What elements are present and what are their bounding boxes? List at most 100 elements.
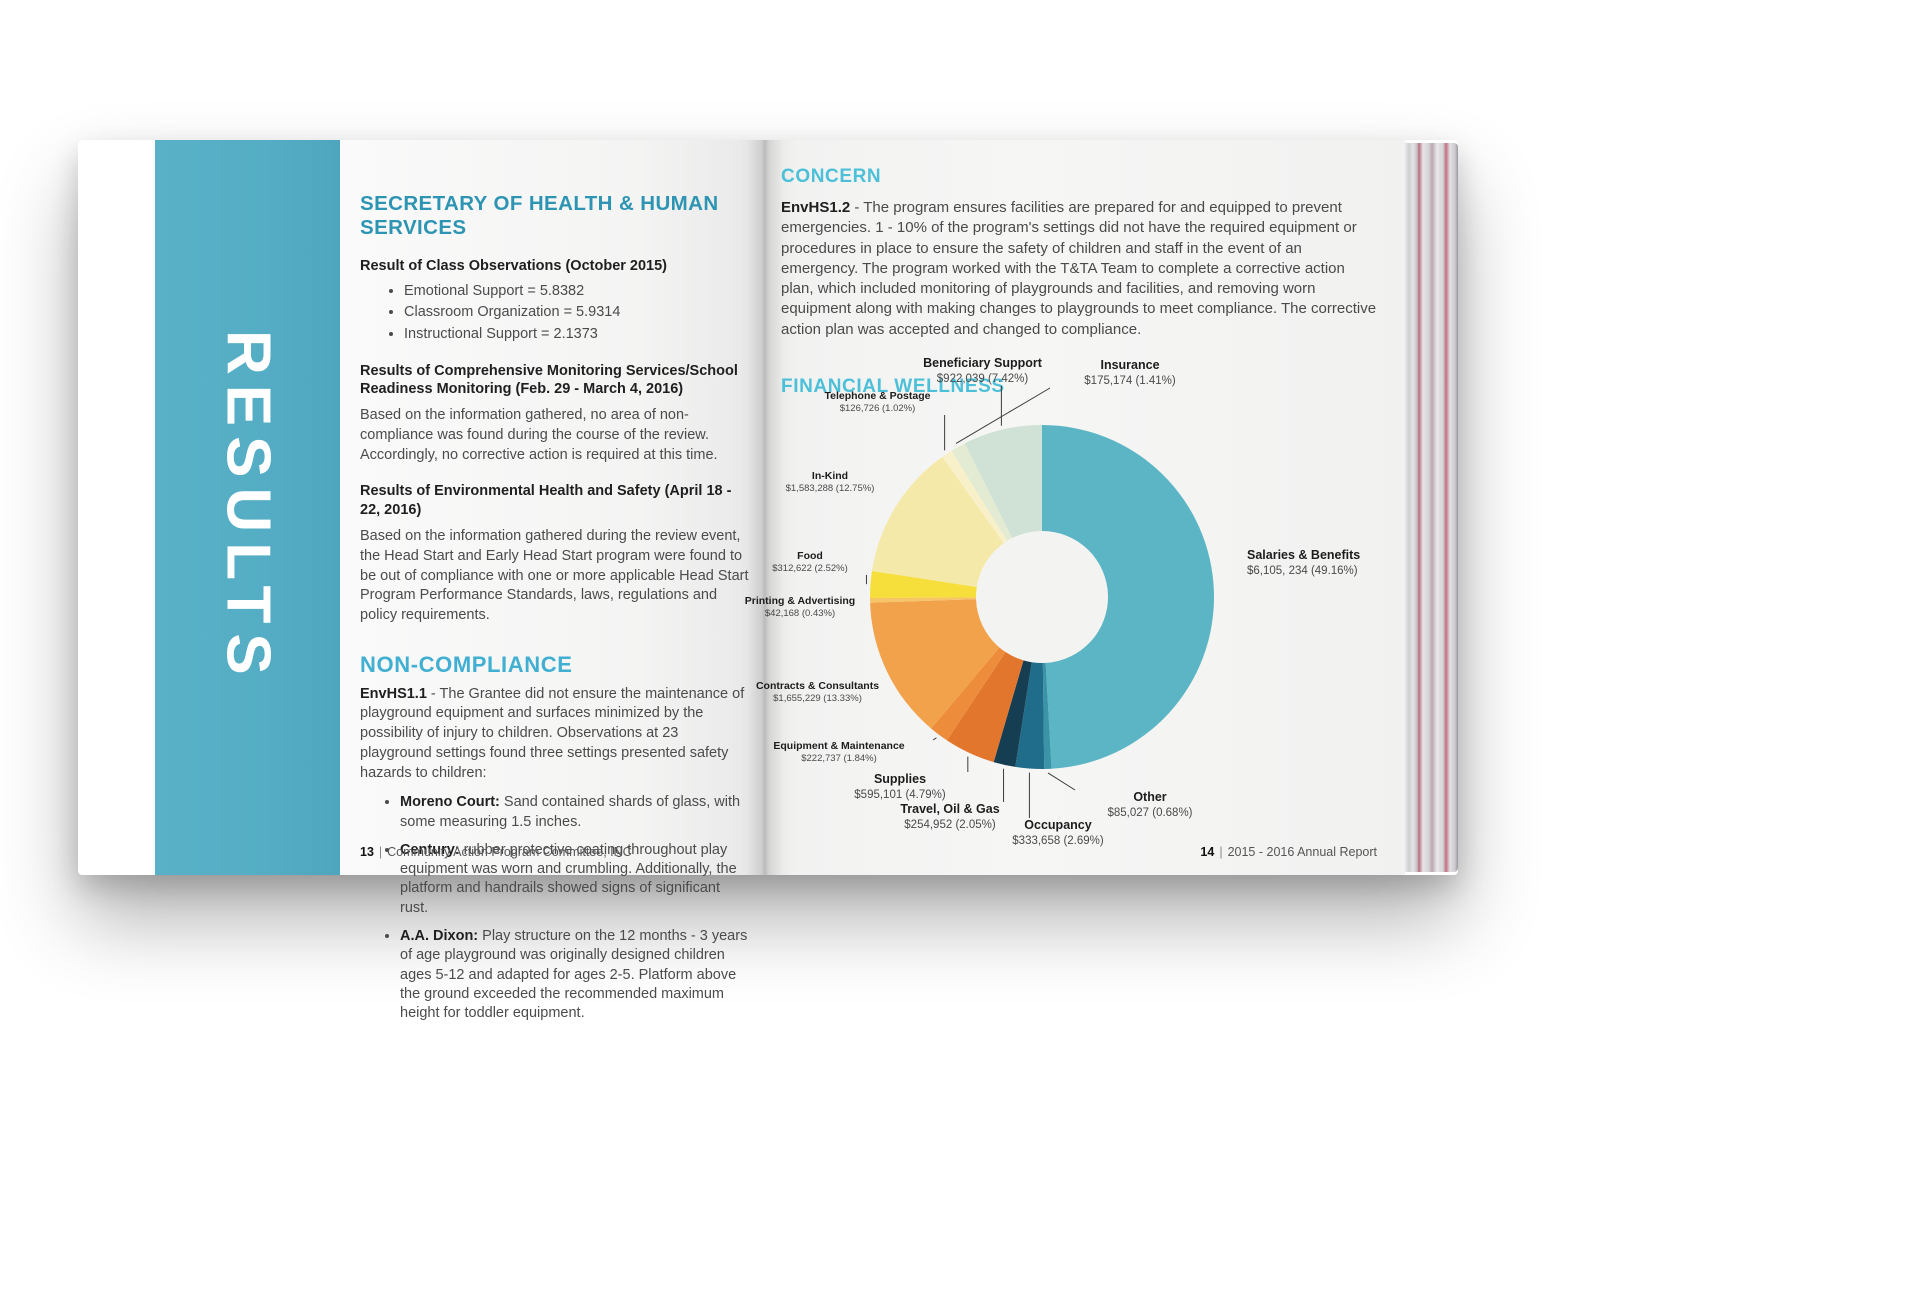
right-page-footer: 14 | 2015 - 2016 Annual Report [1200,845,1377,859]
envhs12-code: EnvHS1.2 [781,199,851,216]
class-observations-list: Emotional Support = 5.8382Classroom Orga… [360,282,751,345]
chart-label-value: $222,737 (1.84%) [801,753,877,765]
chart-label-value: $1,583,288 (12.75%) [785,483,875,495]
chart-label-value: $42,168 (0.43%) [764,608,836,620]
chart-label-name: Insurance [1100,358,1160,372]
chart-label-name: Salaries & Benefits [1247,548,1361,562]
chart-label-equipment-maintenance: Equipment & Maintenance $222,737 (1.84%) [745,740,933,765]
chart-label-name: Printing & Advertising [744,595,856,607]
right-footer-text: 2015 - 2016 Annual Report [1227,845,1377,859]
chart-label-beneficiary-support: Beneficiary Support $922,039 (7.42%) [880,356,1085,386]
chart-label-name: Contracts & Consultants [755,680,880,692]
chart-label-travel-oil-gas: Travel, Oil & Gas $254,952 (2.05%) [870,802,1030,832]
left-page: SECRETARY OF HEALTH & HUMAN SERVICES Res… [340,140,765,1021]
chart-label-contracts-consultants: Contracts & Consultants $1,655,229 (13.33… [730,680,905,705]
results-banner: RESULTS [155,140,340,875]
non-compliance-item-century: Century: rubber protective coating throu… [400,841,751,918]
chart-label-name: Other [1133,790,1167,804]
envhs12-paragraph: EnvHS1.2 - The program ensures facilitie… [781,198,1377,340]
site-name: Century: [400,841,460,858]
chart-label-occupancy: Occupancy $333,658 (2.69%) [983,818,1133,848]
env-safety-body: Based on the information gathered during… [360,528,749,623]
right-page-number: 14 [1200,845,1215,859]
chart-label-name: Occupancy [1024,818,1092,832]
donut-chart-svg [865,386,1214,818]
leader-line-equipment-maintenance [932,737,937,741]
envhs12-text: - The program ensures facilities are pre… [781,199,1377,338]
envhs11-code: EnvHS1.1 [360,685,427,702]
chart-label-value: $6,105, 234 (49.16%) [1247,564,1358,577]
donut-slice-food [870,570,977,599]
non-compliance-item-moreno-court: Moreno Court: Sand contained shards of g… [400,793,751,832]
chart-label-value: $333,658 (2.69%) [1012,834,1104,847]
chart-label-insurance: Insurance $175,174 (1.41%) [1050,358,1210,388]
chart-label-value: $312,622 (2.52%) [772,563,848,575]
env-safety-heading: Results of Environmental Health and Safe… [360,483,732,519]
non-compliance-list: Moreno Court: Sand contained shards of g… [360,793,751,1023]
donut-slice-contracts-consultants [870,599,1000,729]
chart-label-value: $1,655,229 (13.33%) [773,693,862,705]
leader-line-insurance [955,387,1051,444]
donut-slice-travel-oil-gas [993,660,1032,767]
donut-slice-salaries-benefits [1042,425,1214,769]
donut-hole [976,531,1108,663]
non-compliance-heading: NON-COMPLIANCE [360,651,573,677]
financial-wellness-heading: FINANCIAL WELLNESS [781,375,1005,397]
non-compliance-item-a-a-dixon: A.A. Dixon: Play structure on the 12 mon… [400,927,751,1023]
book-spread: RESULTS SECRETARY OF HEALTH & HUMAN SERV… [78,140,1458,1021]
site-name: A.A. Dixon: [400,927,479,944]
class-observation-item: Classroom Organization = 5.9314 [404,303,751,323]
hhs-heading: SECRETARY OF HEALTH & HUMAN SERVICES [360,192,719,239]
donut-slice-occupancy [1015,662,1045,769]
chart-label-value: $85,027 (0.68%) [1107,806,1193,819]
donut-slice-beneficiary-support [964,425,1042,539]
chart-label-other: Other $85,027 (0.68%) [1075,790,1225,820]
chart-label-value: $175,174 (1.41%) [1084,374,1176,387]
chart-label-value: $254,952 (2.05%) [904,818,996,831]
chart-label-name: Telephone & Postage [824,390,931,402]
chart-label-name: Equipment & Maintenance [773,740,905,752]
left-footer-text: Community Action Program Committee, INC [387,845,632,859]
right-page-content: CONCERN EnvHS1.2 - The program ensures f… [781,140,1377,398]
left-page-number: 13 [360,845,374,859]
site-name: Moreno Court: [400,794,500,811]
donut-slice-in-kind [871,456,1004,588]
left-page-footer: 13 | Community Action Program Committee, I… [360,845,632,859]
donut-slice-telephone-postage [942,450,1008,544]
envhs11-text: - The Grantee did not ensure the mainten… [360,685,745,781]
donut-slice-insurance [951,443,1013,541]
left-page-edges [78,143,155,872]
results-vertical-title: RESULTS [213,330,283,685]
concern-heading: CONCERN [781,166,882,187]
chart-label-telephone-postage: Telephone & Postage $126,726 (1.02%) [790,390,965,415]
donut-slice-printing-advertising [870,597,977,603]
chart-label-name: Beneficiary Support [923,356,1042,370]
chart-label-supplies: Supplies $595,101 (4.79%) [830,772,970,802]
chart-label-name: Food [797,550,823,562]
chart-label-name: Supplies [873,772,927,786]
chart-label-name: Travel, Oil & Gas [900,802,1000,816]
class-observation-item: Emotional Support = 5.8382 [404,282,751,302]
class-observations-heading: Result of Class Observations (October 20… [360,258,668,274]
chart-label-name: In-Kind [811,470,849,482]
envhs11-paragraph: EnvHS1.1 - The Grantee did not ensure th… [360,685,751,784]
class-observation-item: Instructional Support = 2.1373 [404,325,751,345]
right-page-edges [1405,143,1458,872]
donut-slice-equipment-maintenance [931,647,1006,741]
monitoring-heading: Results of Comprehensive Monitoring Serv… [360,362,738,398]
chart-label-in-kind: In-Kind $1,583,288 (12.75%) [755,470,905,495]
chart-label-value: $595,101 (4.79%) [854,788,946,801]
chart-label-food: Food $312,622 (2.52%) [745,550,875,575]
donut-slice-other [1042,662,1052,769]
footer-separator: | [378,845,383,859]
donut-slice-supplies [946,652,1024,763]
financial-wellness-donut-chart: Salaries & Benefits $6,105, 234 (49.16%) O… [745,340,1405,875]
chart-label-value: $126,726 (1.02%) [839,403,916,415]
chart-label-value: $922,039 (7.42%) [936,372,1029,385]
left-page-content: SECRETARY OF HEALTH & HUMAN SERVICES Res… [360,140,751,1032]
footer-separator: | [1219,845,1223,859]
chart-label-printing-advertising: Printing & Advertising $42,168 (0.43%) [725,595,875,620]
monitoring-body: Based on the information gathered, no ar… [360,407,718,463]
chart-label-salaries-benefits: Salaries & Benefits $6,105, 234 (49.16%) [1247,548,1427,578]
